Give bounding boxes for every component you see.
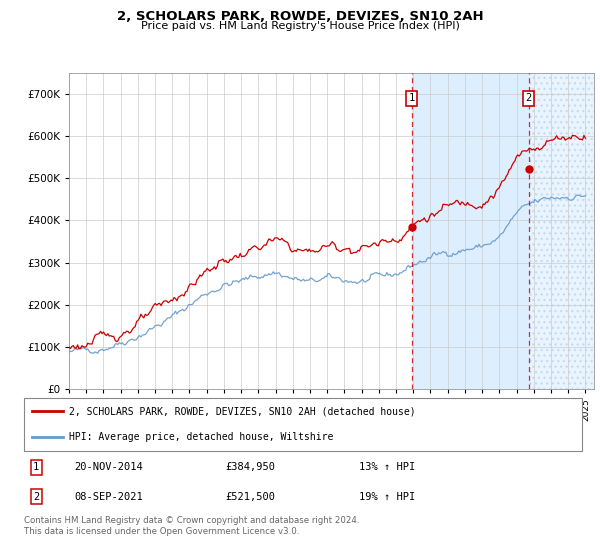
FancyBboxPatch shape [24,398,582,451]
Text: 1: 1 [33,462,40,472]
Text: 2: 2 [526,93,532,103]
Text: Price paid vs. HM Land Registry's House Price Index (HPI): Price paid vs. HM Land Registry's House … [140,21,460,31]
Text: HPI: Average price, detached house, Wiltshire: HPI: Average price, detached house, Wilt… [68,432,333,442]
Text: 08-SEP-2021: 08-SEP-2021 [74,492,143,502]
Bar [529,73,594,389]
Text: £521,500: £521,500 [225,492,275,502]
Text: 19% ↑ HPI: 19% ↑ HPI [359,492,415,502]
Text: 1: 1 [409,93,415,103]
Text: 2: 2 [33,492,40,502]
Bar [412,73,529,389]
Text: £384,950: £384,950 [225,462,275,472]
Text: 13% ↑ HPI: 13% ↑ HPI [359,462,415,472]
Text: 2, SCHOLARS PARK, ROWDE, DEVIZES, SN10 2AH: 2, SCHOLARS PARK, ROWDE, DEVIZES, SN10 2… [116,10,484,23]
Text: 20-NOV-2014: 20-NOV-2014 [74,462,143,472]
Text: Contains HM Land Registry data © Crown copyright and database right 2024.
This d: Contains HM Land Registry data © Crown c… [24,516,359,536]
Bar [529,73,594,389]
Text: 2, SCHOLARS PARK, ROWDE, DEVIZES, SN10 2AH (detached house): 2, SCHOLARS PARK, ROWDE, DEVIZES, SN10 2… [68,407,415,417]
